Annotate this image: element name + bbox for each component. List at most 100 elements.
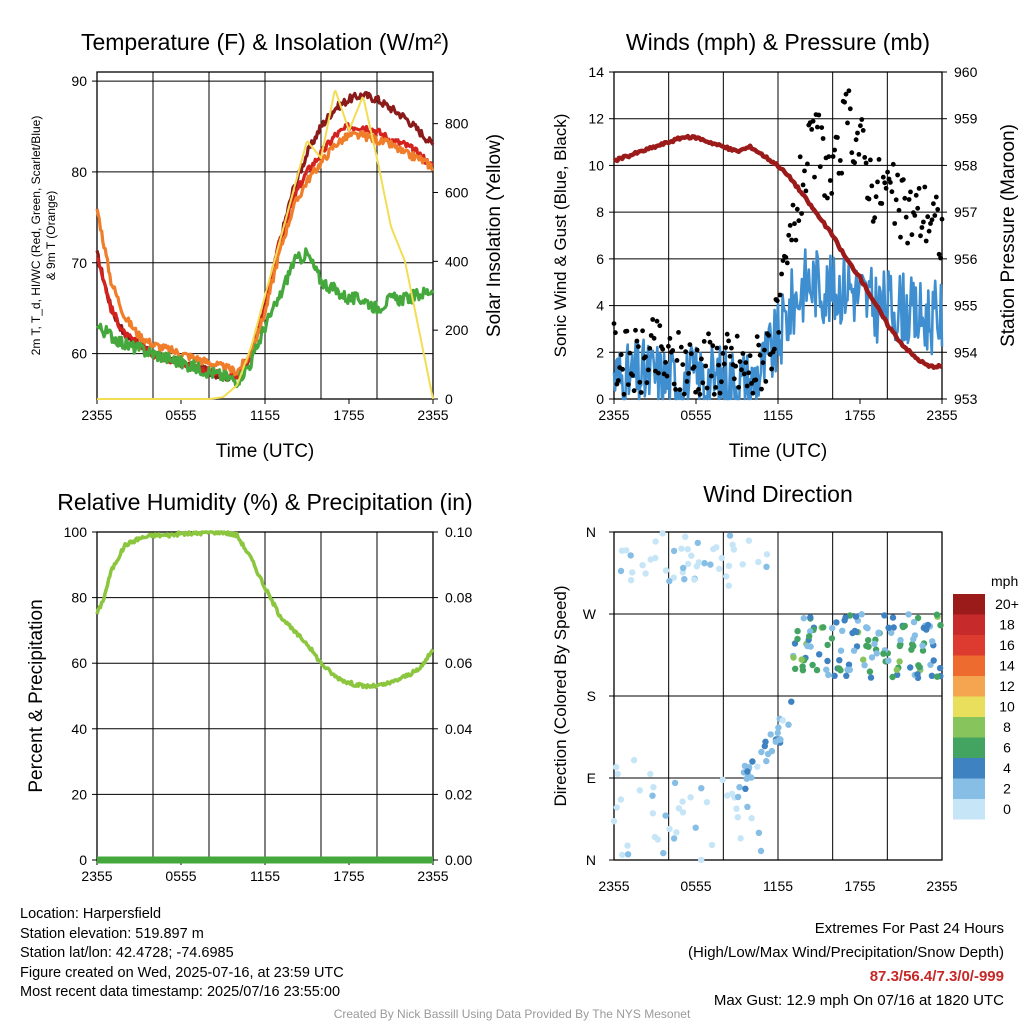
latlon-text: Station lat/lon: 42.4728; -74.6985 xyxy=(20,945,234,961)
gust-dot xyxy=(843,91,849,97)
gust-dot xyxy=(663,360,668,365)
y-axis-label: Percent & Precipitation xyxy=(26,599,47,792)
direction-dot xyxy=(745,537,753,544)
gust-dot xyxy=(859,117,865,122)
gust-dot xyxy=(650,317,656,322)
y-tick-label: 4 xyxy=(596,298,604,314)
legend-swatch xyxy=(953,614,985,635)
direction-dot xyxy=(758,748,765,756)
direction-dot xyxy=(757,847,765,855)
gust-dot xyxy=(873,194,879,200)
extremes-info: Extremes For Past 24 Hours (High/Low/Max… xyxy=(688,917,1004,1013)
y-right-tick-label: 0 xyxy=(445,391,453,407)
gust-dot xyxy=(832,147,837,153)
direction-dot xyxy=(798,656,805,663)
x-tick-label: 1755 xyxy=(333,868,364,884)
direction-dot xyxy=(724,792,731,799)
direction-dot xyxy=(907,664,914,671)
direction-dot xyxy=(885,624,892,631)
y-tick-label: 90 xyxy=(71,73,87,89)
gust-dot xyxy=(777,292,783,298)
gust-dot xyxy=(931,201,936,207)
gust-dot xyxy=(750,390,756,396)
gust-dot xyxy=(625,382,631,387)
direction-dot xyxy=(837,647,845,654)
direction-dot xyxy=(849,629,856,637)
x-tick-label: 0555 xyxy=(680,878,711,894)
gust-dot xyxy=(743,360,749,365)
x-tick-label: 1155 xyxy=(250,868,280,884)
direction-dot xyxy=(905,611,912,618)
gust-dot xyxy=(863,160,869,166)
y-right-tick-label: 955 xyxy=(954,298,978,314)
gust-dot xyxy=(678,344,684,350)
gust-dot xyxy=(704,385,710,391)
gust-dot xyxy=(630,373,635,378)
x-tick-label: 1155 xyxy=(250,407,280,423)
gust-dot xyxy=(869,183,875,189)
y-tick-label: 80 xyxy=(71,164,87,180)
gust-dot xyxy=(719,379,724,385)
y-tick-label: 80 xyxy=(71,590,87,606)
direction-dot xyxy=(691,576,698,583)
direction-dot xyxy=(652,538,659,545)
gust-dot xyxy=(900,177,906,183)
gust-dot xyxy=(747,353,753,359)
y-right-tick-label: 0.06 xyxy=(445,655,472,671)
direction-dot xyxy=(688,552,695,559)
direction-dot xyxy=(833,619,840,626)
gust-dot xyxy=(932,213,938,218)
direction-dot xyxy=(843,672,850,679)
direction-dot xyxy=(624,851,632,858)
legend-label: 12 xyxy=(999,678,1015,694)
gust-dot xyxy=(711,391,717,397)
humidity-panel: 0 20 40 60 80 100 0.00 0.02 0.04 0.06 0.08 0.10 2355… xyxy=(26,489,473,884)
y-tick-label: S xyxy=(587,688,596,704)
direction-dot xyxy=(916,663,923,671)
gust-dot xyxy=(670,348,676,353)
gust-dot xyxy=(726,338,731,344)
gust-dot xyxy=(898,234,903,240)
direction-dot xyxy=(835,665,843,672)
gust-dot xyxy=(879,201,885,206)
gust-dot xyxy=(885,169,890,175)
direction-dot xyxy=(934,673,941,680)
gust-dot xyxy=(723,345,729,350)
y-tick-label: 2 xyxy=(596,344,604,360)
gust-dot xyxy=(637,379,643,385)
y-tick-label: 0 xyxy=(79,852,87,868)
gust-dot xyxy=(794,206,800,212)
gust-dot xyxy=(799,211,804,216)
direction-dot xyxy=(865,637,872,644)
direction-dot xyxy=(881,612,888,619)
direction-dot xyxy=(794,635,801,643)
gust-dot xyxy=(847,106,853,112)
gust-dot xyxy=(809,126,815,132)
gust-dot xyxy=(829,191,835,196)
gust-dot xyxy=(817,164,823,170)
legend-swatch xyxy=(953,594,985,615)
legend-swatch xyxy=(953,717,985,738)
gust-dot xyxy=(716,362,721,368)
y-right-tick-label: 400 xyxy=(445,253,469,269)
gust-dot xyxy=(706,331,711,337)
gust-dot xyxy=(830,154,836,159)
x-tick-label: 2355 xyxy=(81,407,112,423)
direction-dot xyxy=(845,661,853,668)
direction-dot xyxy=(828,635,836,642)
x-tick-label: 0555 xyxy=(680,407,711,423)
direction-dot xyxy=(823,666,830,673)
gust-dot xyxy=(893,197,899,203)
gust-dot xyxy=(734,333,740,339)
direction-dot xyxy=(852,613,860,620)
gust-dot xyxy=(647,346,653,351)
direction-dot xyxy=(695,559,702,566)
y-right-tick-label: 0.04 xyxy=(445,721,472,737)
gust-dot xyxy=(827,178,833,183)
gust-dot xyxy=(731,376,737,382)
solar-insolation-line xyxy=(97,89,434,400)
direction-dot xyxy=(682,533,689,540)
gust-dot xyxy=(757,352,763,358)
y-tick-label: 8 xyxy=(596,204,604,220)
